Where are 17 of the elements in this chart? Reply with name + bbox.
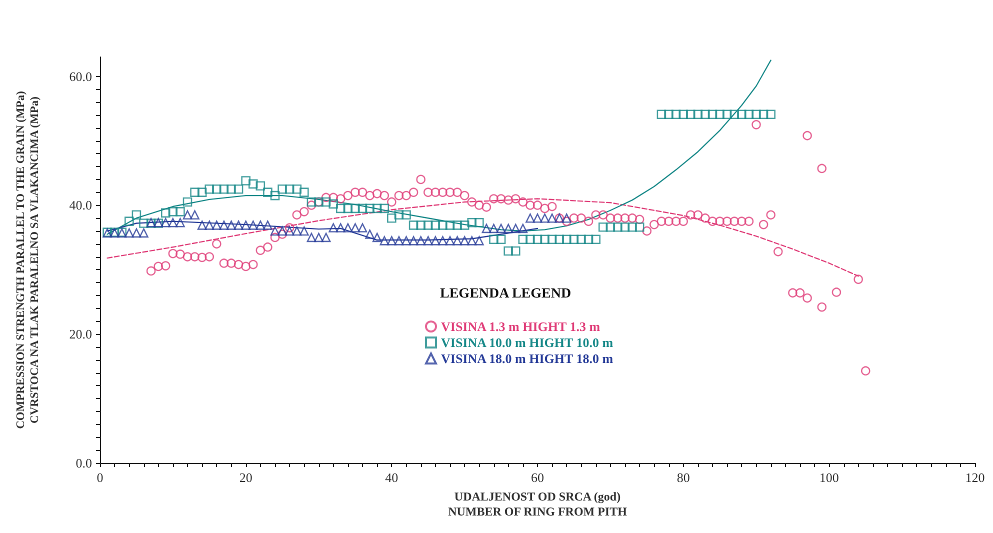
legend-title: LEGENDA LEGEND	[440, 286, 572, 302]
y-tick-label: 20.0	[69, 326, 92, 342]
legend-label: VISINA 18.0 m HIGHT 18.0 m	[441, 351, 614, 366]
x-tick-label: 120	[965, 470, 985, 485]
legend-label: VISINA 1.3 m HIGHT 1.3 m	[441, 319, 600, 334]
x-tick-label: 100	[819, 470, 839, 485]
x-tick-label: 60	[531, 470, 544, 485]
y-tick-label: 40.0	[69, 198, 92, 213]
x-tick-label: 40	[385, 470, 398, 485]
x-tick-label: 80	[676, 470, 690, 485]
y-tick-label: 60.0	[69, 68, 92, 84]
y-tick-label: 0.0	[76, 456, 92, 470]
y-axis-title: COMPRESSION STRENGTH PARALLEL TO THE GRAIN (MPa) CVRSTOCA NA TLAK PARALELNO SA VLAKANCIMA (MPa)	[15, 90, 41, 429]
x-axis-title: UDALJENOST OD SRCA (god) NUMBER OF RING FROM PITH	[448, 490, 628, 518]
x-tick-label: 20	[239, 470, 252, 485]
legend-label: VISINA 10.0 m HIGHT 10.0 m	[441, 335, 614, 350]
x-tick-label: 0	[96, 470, 104, 485]
